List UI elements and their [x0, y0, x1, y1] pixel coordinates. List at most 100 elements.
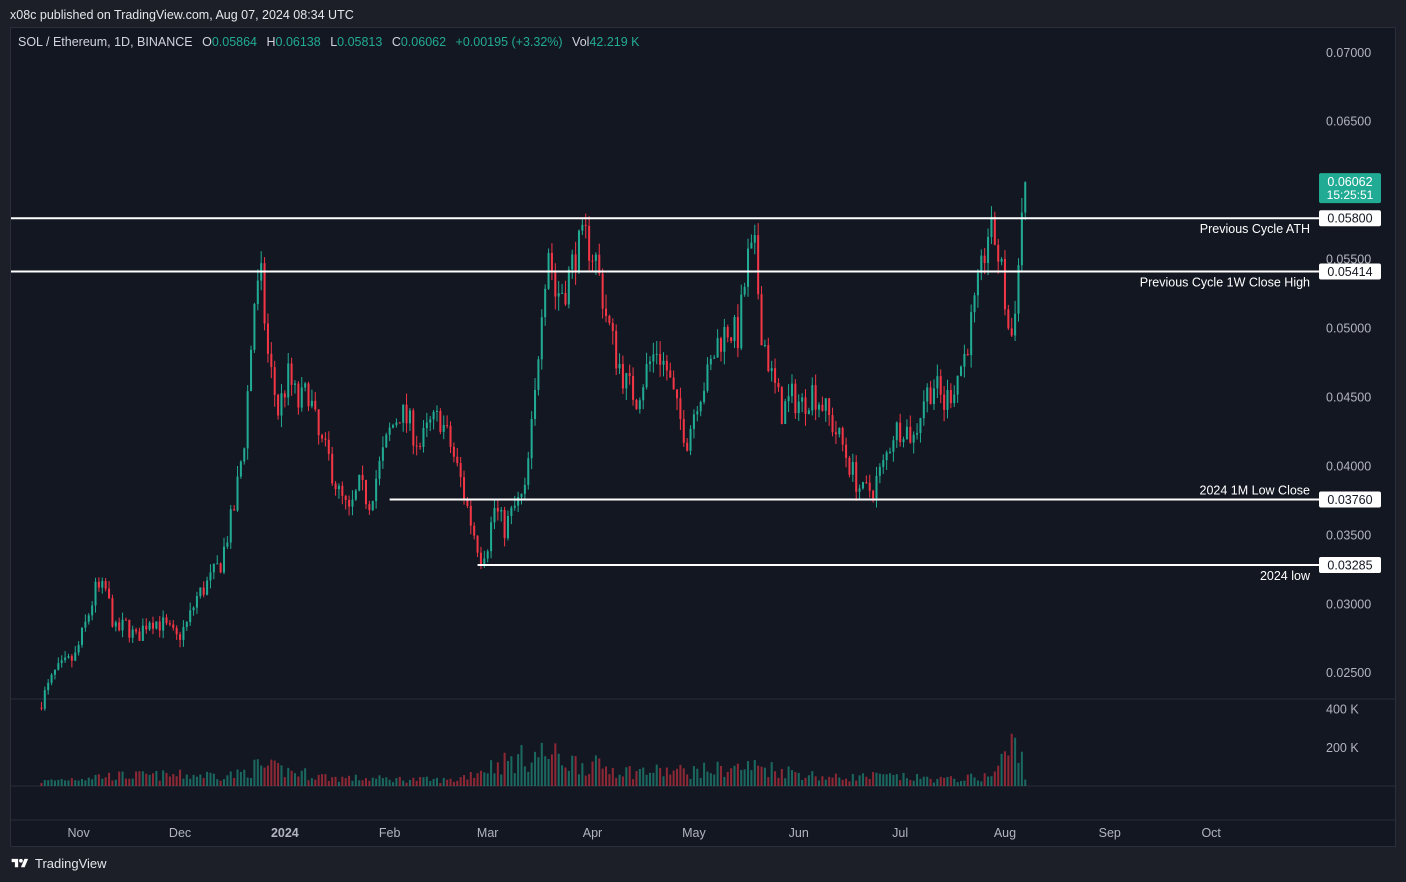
volume-bar [486, 773, 489, 786]
candle-body [192, 607, 195, 611]
candle-body [128, 619, 131, 638]
published-header: x08c published on TradingView.com, Aug 0… [10, 8, 354, 22]
volume-bar [780, 769, 783, 786]
candle-body [723, 326, 726, 352]
volume-bar [723, 776, 726, 786]
volume-bar [273, 760, 276, 786]
volume-bar [550, 754, 553, 786]
volume-bar [527, 771, 530, 786]
candle-body [970, 312, 973, 356]
volume-bar [987, 776, 990, 786]
candle-body [1007, 309, 1010, 329]
candle-body [84, 621, 87, 628]
legend-volume-value: 42.219 K [589, 35, 640, 49]
volume-bar [581, 763, 584, 786]
volume-bar [368, 780, 371, 786]
candle-body [158, 621, 161, 631]
candle-body [216, 563, 219, 565]
candle-body [733, 317, 736, 342]
candle-body [209, 572, 212, 581]
candle-body [740, 294, 743, 349]
volume-bar [540, 742, 543, 786]
level-price-badge [1319, 263, 1381, 280]
volume-bar [266, 765, 269, 786]
volume-bar [676, 768, 679, 786]
volume-bar [510, 756, 513, 786]
candle-body [435, 411, 438, 413]
volume-bar [804, 777, 807, 786]
candle-body [486, 551, 489, 559]
tradingview-footer[interactable]: TradingView [10, 856, 107, 871]
volume-bar [750, 770, 753, 786]
candle-body [473, 525, 476, 536]
volume-bar [293, 773, 297, 786]
candle-body [226, 542, 229, 547]
candle-body [824, 398, 827, 411]
candle-body [922, 401, 925, 419]
level-line-text: Previous Cycle ATH [1200, 222, 1310, 236]
volume-bar [155, 770, 158, 786]
volume-bar [121, 771, 124, 786]
candle-body [963, 353, 966, 367]
volume-bar [976, 780, 979, 786]
candle-body [280, 393, 283, 416]
candle-body [358, 475, 361, 491]
candle-body [57, 663, 60, 670]
current-price-label: 0.06062 [1327, 175, 1372, 189]
volume-bar [1007, 755, 1010, 786]
candle-body [483, 558, 486, 566]
candle-body [632, 376, 635, 400]
volume-bar [361, 780, 364, 786]
candle-body [659, 353, 662, 365]
volume-bar [916, 773, 919, 786]
volume-bar [544, 756, 547, 786]
volume-bar [331, 777, 334, 786]
candle-body [530, 418, 533, 459]
candle-body [892, 440, 895, 452]
volume-bar [598, 758, 601, 786]
volume-bar [429, 780, 432, 786]
volume-bar [574, 756, 577, 786]
candle-body [412, 410, 415, 446]
legend-open-value: 0.05864 [211, 35, 258, 49]
candle-body [591, 260, 594, 262]
volume-bar [270, 759, 273, 786]
volume-bar [517, 754, 520, 786]
volume-bar [855, 780, 858, 786]
volume-bar [980, 781, 983, 786]
candle-body [537, 359, 540, 390]
volume-bar [446, 779, 449, 786]
candle-body [131, 629, 134, 638]
candle-body [324, 438, 327, 440]
candle-body [679, 398, 682, 420]
volume-bar [774, 771, 777, 786]
volume-bar [966, 774, 969, 786]
volume-bar [628, 766, 631, 786]
volume-bar [114, 779, 117, 786]
candle-body [939, 376, 942, 395]
volume-bar [716, 761, 719, 786]
countdown-label: 15:25:51 [1327, 188, 1374, 202]
chart-panel[interactable] [10, 27, 1396, 847]
volume-bar [348, 775, 351, 786]
time-axis-label: Aug [994, 826, 1016, 840]
volume-bar [699, 778, 702, 786]
legend-symbol[interactable]: SOL / Ethereum, 1D, BINANCE [18, 35, 193, 49]
candle-body [747, 248, 750, 287]
candle-body [621, 363, 624, 389]
volume-bar [395, 778, 398, 786]
candle-body [148, 622, 151, 630]
volume-bar [547, 759, 550, 786]
volume-bar [209, 772, 212, 786]
candle-body [753, 235, 756, 243]
candle-body [388, 427, 391, 435]
volume-bar [432, 778, 435, 786]
volume-bar [632, 779, 635, 786]
candle-body [990, 216, 993, 237]
candle-body [327, 439, 330, 454]
candle-body [878, 466, 881, 476]
volume-bar [408, 779, 411, 786]
candle-body [266, 323, 269, 354]
candle-body [655, 353, 658, 355]
